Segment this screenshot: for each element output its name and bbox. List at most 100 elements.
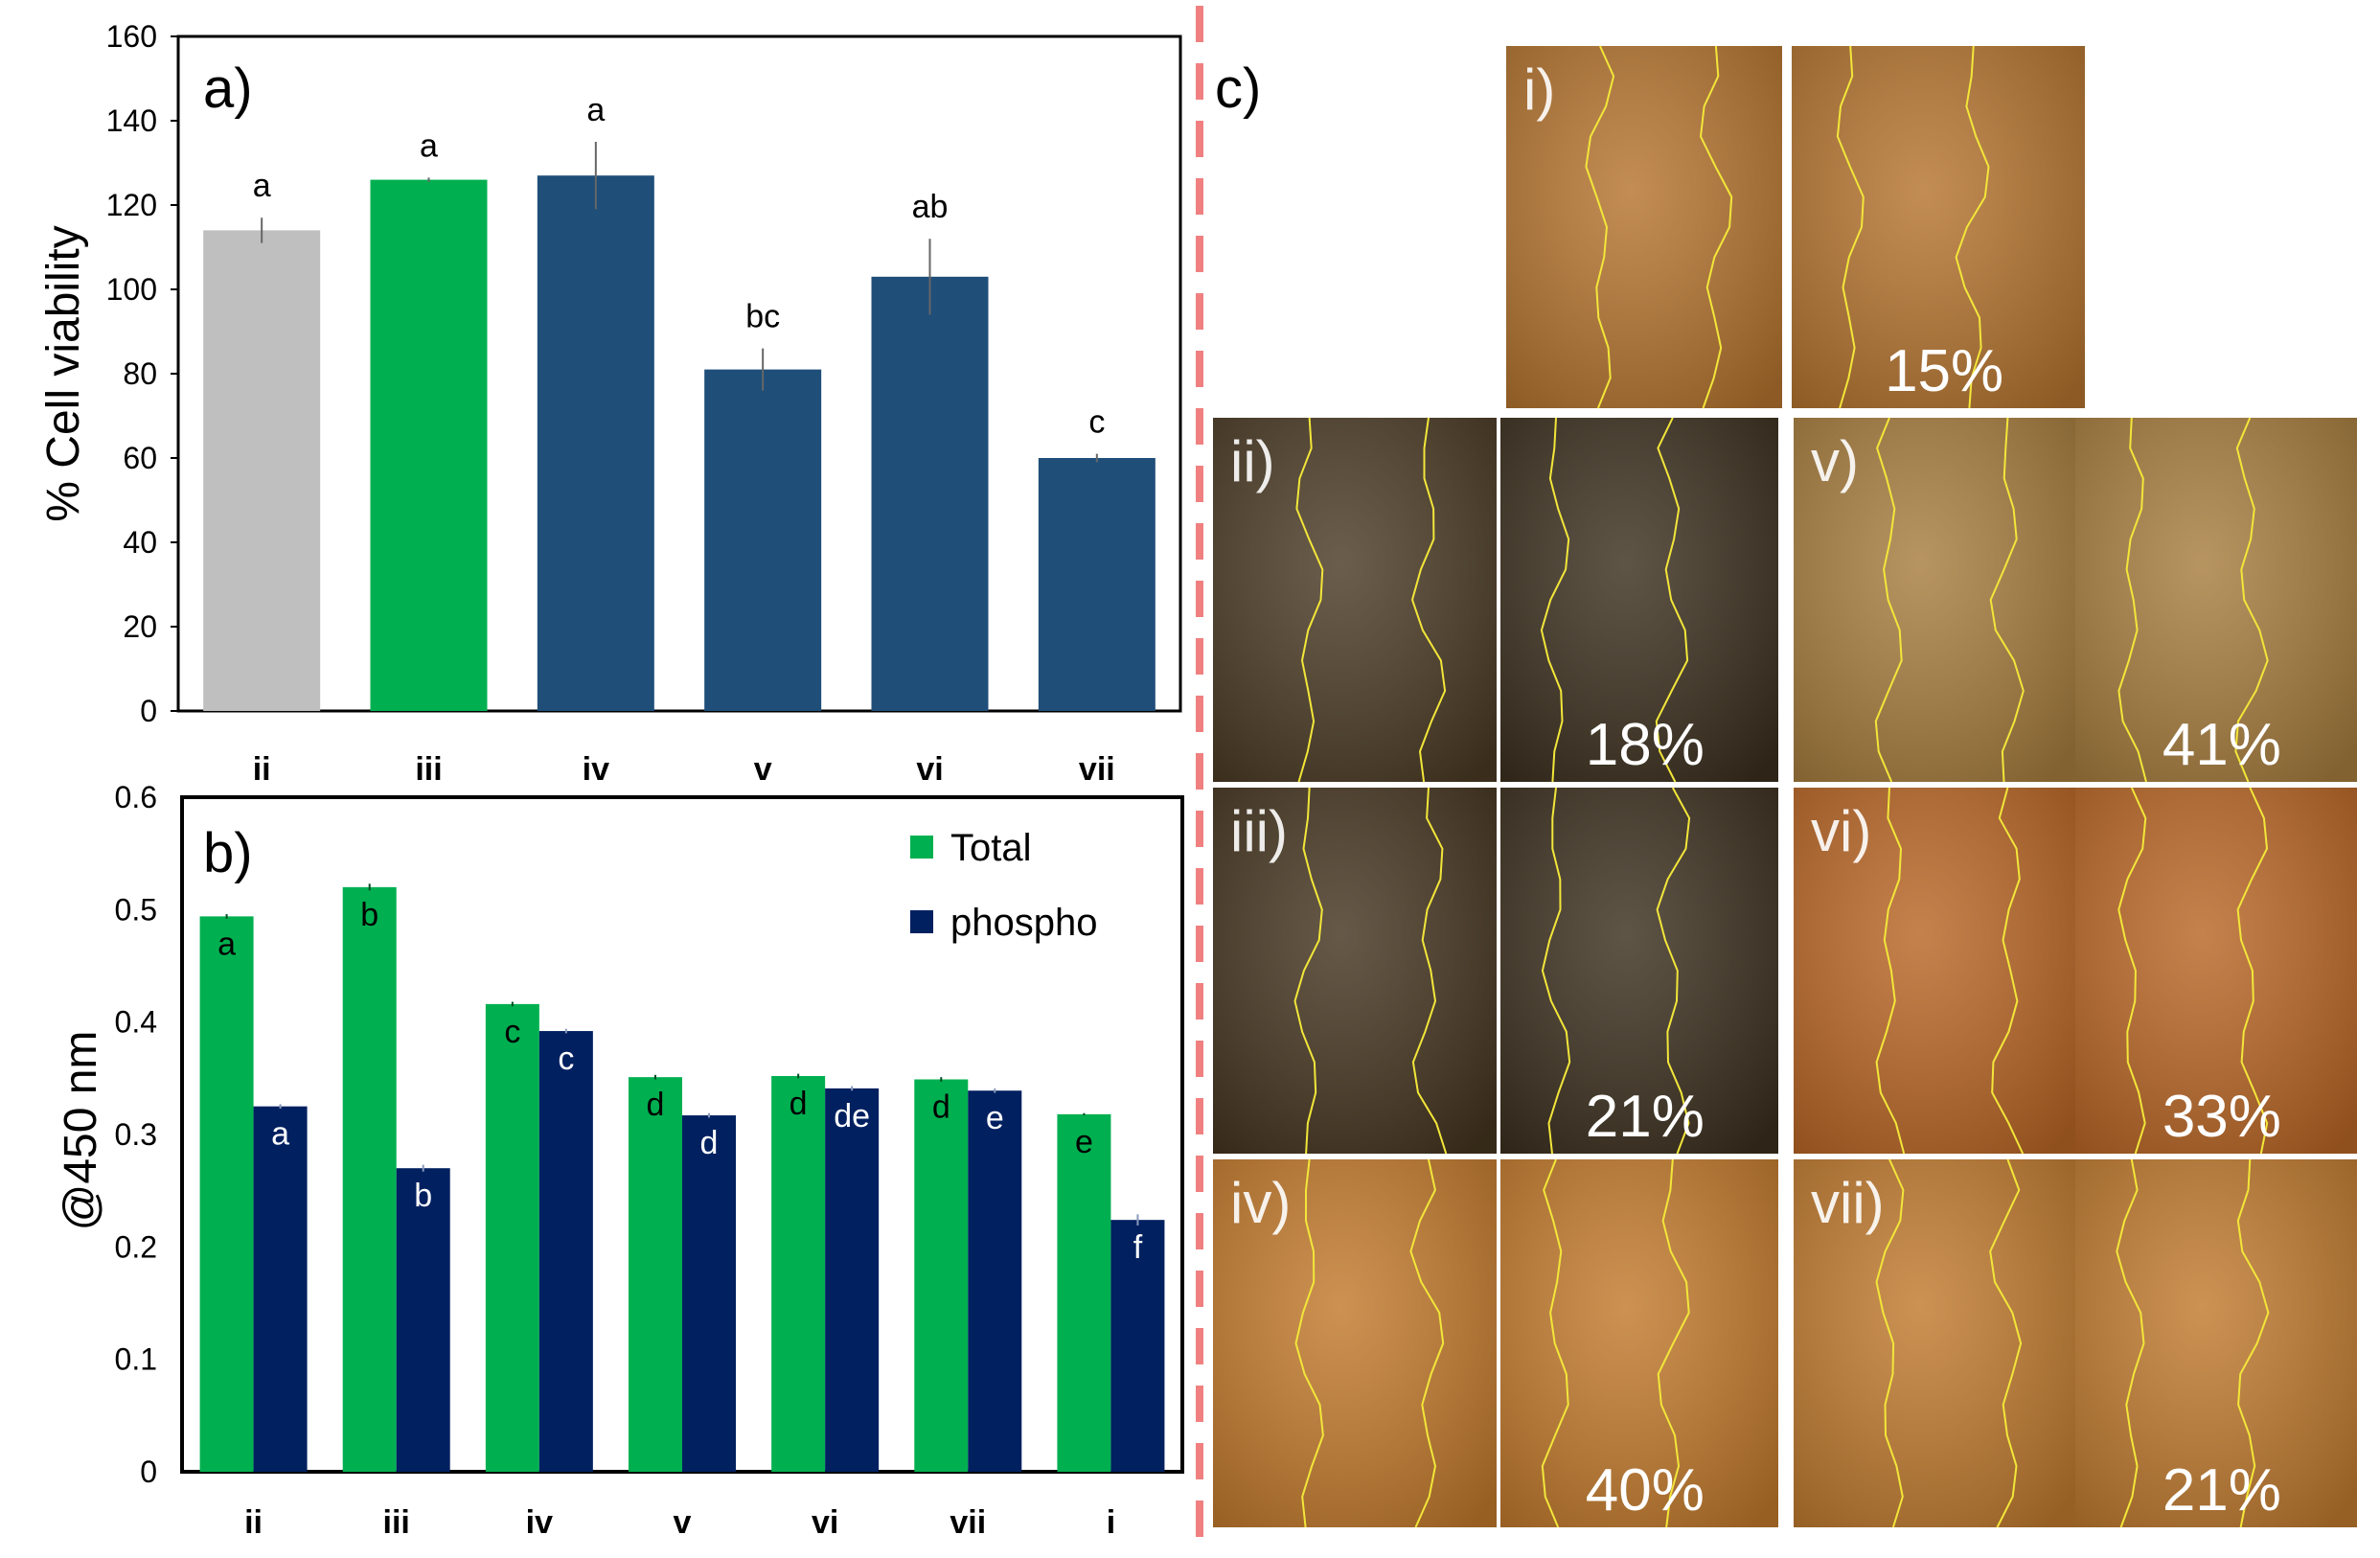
panel-b-bar-total xyxy=(629,1077,682,1472)
legend-swatch-phospho xyxy=(910,910,933,933)
wound-image-shading xyxy=(1500,418,1778,782)
wound-edge-line xyxy=(1294,1158,1324,1528)
panel-b-y-tick-label: 0.2 xyxy=(115,1229,157,1264)
panel-b-y-tick-label: 0.6 xyxy=(115,780,157,814)
panel-b-bar-phospho xyxy=(1110,1220,1165,1472)
panel-a-x-tick-label: iv xyxy=(583,751,609,788)
panel-b-bar-chart: b) @450 nm Total phospho 0 0.1 0.2 0.3 0.4 0.… xyxy=(56,780,1184,1541)
wound-edge-line xyxy=(1989,1158,2023,1528)
panel-a-significance-letter: a xyxy=(253,168,271,204)
panel-b-significance-letter: e xyxy=(986,1100,1004,1136)
panel-a-y-tick-label: 140 xyxy=(106,103,157,138)
wound-closure-percent: 18% xyxy=(1586,712,1705,778)
wound-edge-line xyxy=(1410,417,1447,783)
panel-a-significance-letter: a xyxy=(586,92,605,128)
wound-edge-line xyxy=(1875,787,1906,1155)
legend-label-phospho: phospho xyxy=(950,902,1097,944)
wound-tile-group-ii: ii) 18% xyxy=(1213,417,1778,783)
wound-tile-group-v: v) 41% xyxy=(1794,417,2357,783)
wound-edge-line xyxy=(1955,45,1990,409)
panel-b-bar-total xyxy=(199,916,254,1472)
panel-b-x-tick-label: iv xyxy=(526,1504,553,1541)
wound-edge-line xyxy=(1989,417,2025,783)
wound-closure-percent: 15% xyxy=(1885,338,2003,404)
panel-b-y-tick-label: 0.4 xyxy=(115,1005,157,1040)
wound-edge-line xyxy=(2117,417,2147,783)
panel-c-label: c) xyxy=(1215,57,1261,120)
panel-b-significance-letter: b xyxy=(414,1178,432,1214)
panel-c-wound-images: c) i)15%ii)18%iii)21%iv)40%v)41%vi)33%vi… xyxy=(1213,45,2357,1528)
panel-b-bar-total xyxy=(342,886,397,1472)
wound-tile-label: v) xyxy=(1811,429,1859,493)
wound-edge-line xyxy=(1875,1158,1905,1528)
wound-tile-group-i: i) 15% xyxy=(1506,45,2085,409)
wound-edge-line xyxy=(1541,787,1571,1155)
wound-image-shading xyxy=(2075,788,2357,1154)
wound-tile-label: vi) xyxy=(1811,799,1871,863)
panel-b-significance-letter: d xyxy=(700,1125,719,1161)
wound-edge-line xyxy=(1540,417,1570,783)
wound-image-shading xyxy=(1794,1159,2075,1527)
wound-edge-line xyxy=(1657,1158,1690,1528)
panel-a-x-ticks: ii iii iv v vi vii xyxy=(253,751,1115,788)
wound-closure-percent: 41% xyxy=(2163,712,2281,778)
panel-a-y-tick-label: 20 xyxy=(123,609,157,644)
wound-tile-label: iv) xyxy=(1230,1171,1291,1235)
panel-b-significance-letter: d xyxy=(790,1086,808,1122)
wound-closure-percent: 21% xyxy=(1586,1084,1705,1150)
panel-a-y-tick-label: 100 xyxy=(106,272,157,307)
panel-a-plot-frame xyxy=(176,34,1182,713)
panel-a-y-tick-label: 80 xyxy=(123,356,157,391)
panel-b-y-ticks: 0 0.1 0.2 0.3 0.4 0.5 0.6 xyxy=(115,780,157,1489)
panel-a-x-tick-label: v xyxy=(754,751,772,788)
panel-a-label: a) xyxy=(203,57,253,120)
wound-image-shading xyxy=(1794,418,2075,782)
wound-tile-group-iv: iv) 40% xyxy=(1213,1158,1778,1528)
panel-b-bar-phospho xyxy=(253,1106,308,1472)
wound-edge-line xyxy=(1836,45,1865,409)
panel-a-bar-chart: a) % Cell viability 0 20 40 60 80 100 120 140 16… xyxy=(38,19,1182,788)
panel-a-bar xyxy=(871,276,989,711)
wound-image-shading xyxy=(1500,1159,1778,1527)
legend-label-total: Total xyxy=(950,827,1032,869)
panel-a-significance-letter: c xyxy=(1088,404,1105,441)
wound-edge-line xyxy=(1541,1158,1569,1528)
panel-b-x-tick-label: i xyxy=(1107,1504,1115,1541)
legend-swatch-total xyxy=(910,836,933,859)
wound-closure-percent: 21% xyxy=(2163,1457,2281,1524)
panel-b-x-tick-label: vi xyxy=(812,1504,838,1541)
wound-image-shading xyxy=(1213,788,1497,1154)
wound-image-shading xyxy=(1500,788,1778,1154)
wound-tile-label: iii) xyxy=(1230,799,1288,863)
panel-b-x-tick-label: ii xyxy=(244,1504,263,1541)
panel-c-tiles: i) 15% ii) 18% iii) 21% iv) 40% v) 41% vi) 33% vii) 2… xyxy=(1213,45,2357,1528)
panel-b-y-tick-label: 0.1 xyxy=(115,1342,157,1377)
wound-closure-percent: 33% xyxy=(2163,1084,2281,1150)
wound-edge-line xyxy=(2116,1158,2145,1528)
panel-a-significance-letter: a xyxy=(420,127,438,164)
panel-b-bar-total xyxy=(1057,1113,1111,1472)
panel-b-y-tick-label: 0.5 xyxy=(115,892,157,927)
panel-b-bar-phospho xyxy=(825,1088,880,1472)
panel-b-x-ticks: ii iii iv v vi vii i xyxy=(244,1504,1115,1541)
wound-edge-line xyxy=(1991,787,2025,1155)
wound-edge-line xyxy=(2236,1158,2270,1528)
panel-a-x-tick-label: iii xyxy=(415,751,442,788)
panel-b-significance-letter: f xyxy=(1133,1229,1143,1266)
panel-b-significance-letter: c xyxy=(504,1014,520,1050)
panel-b-y-tick-label: 0.3 xyxy=(115,1117,157,1152)
panel-b-x-tick-label: vii xyxy=(950,1504,986,1541)
panel-a-y-axis-title: % Cell viability xyxy=(38,225,89,521)
panel-a-y-tick-label: 120 xyxy=(106,188,157,222)
panel-a-y-tick-label: 160 xyxy=(106,19,157,54)
panel-b-significance-letter: de xyxy=(834,1098,870,1134)
panel-a-y-tick-label: 60 xyxy=(123,441,157,475)
wound-edge-line xyxy=(1655,417,1689,783)
panel-b-significance-letter: b xyxy=(360,897,378,933)
panel-b-bar-total xyxy=(914,1079,969,1472)
panel-a-y-tick-label: 0 xyxy=(140,694,157,728)
panel-b-significance-letter: c xyxy=(558,1041,574,1077)
wound-image-shading xyxy=(1794,788,2075,1154)
